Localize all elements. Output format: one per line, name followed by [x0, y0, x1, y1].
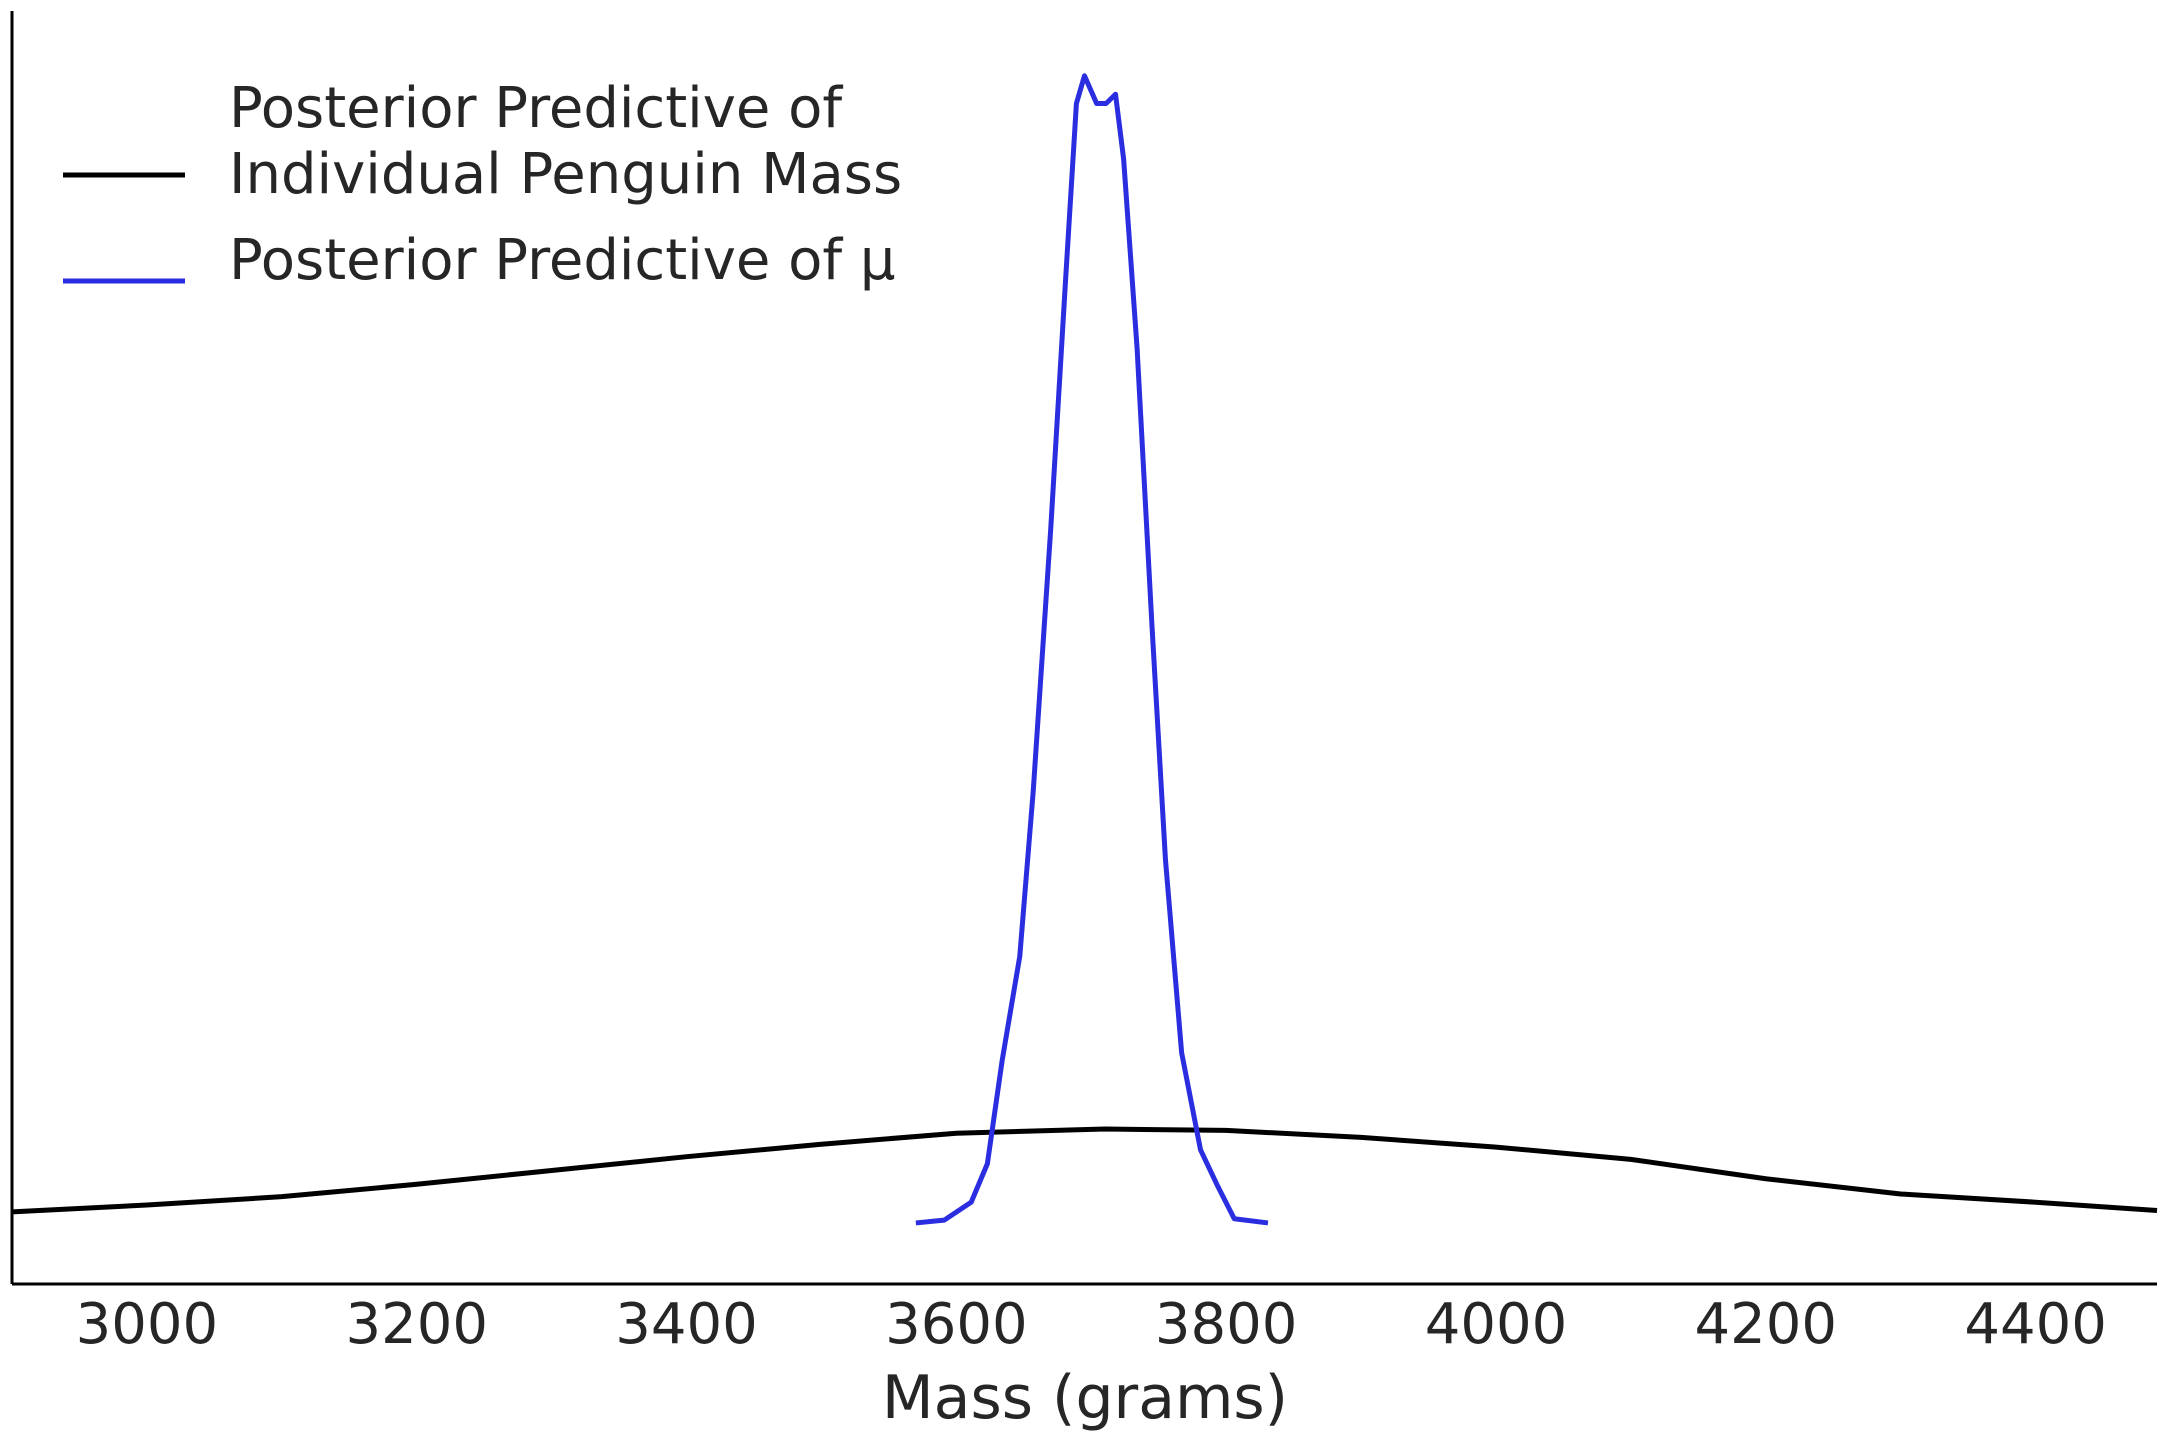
x-tick-label: 4200 [1695, 1292, 1838, 1357]
x-tick-label: 4400 [1964, 1292, 2107, 1357]
x-tick-label: 4000 [1425, 1292, 1568, 1357]
x-tick-label: 3000 [76, 1292, 219, 1357]
x-tick-label: 3800 [1155, 1292, 1298, 1357]
x-tick-label: 3600 [885, 1292, 1028, 1357]
legend-label: Posterior Predictive of μ [229, 228, 896, 293]
x-tick-label: 3200 [345, 1292, 488, 1357]
legend-label: Posterior Predictive of Individual Pengui… [229, 76, 902, 207]
x-tick-label: 3400 [615, 1292, 758, 1357]
series-line [915, 73, 1269, 1226]
series-line [11, 1126, 2158, 1215]
x-axis-label: Mass (grams) [882, 1363, 1288, 1433]
